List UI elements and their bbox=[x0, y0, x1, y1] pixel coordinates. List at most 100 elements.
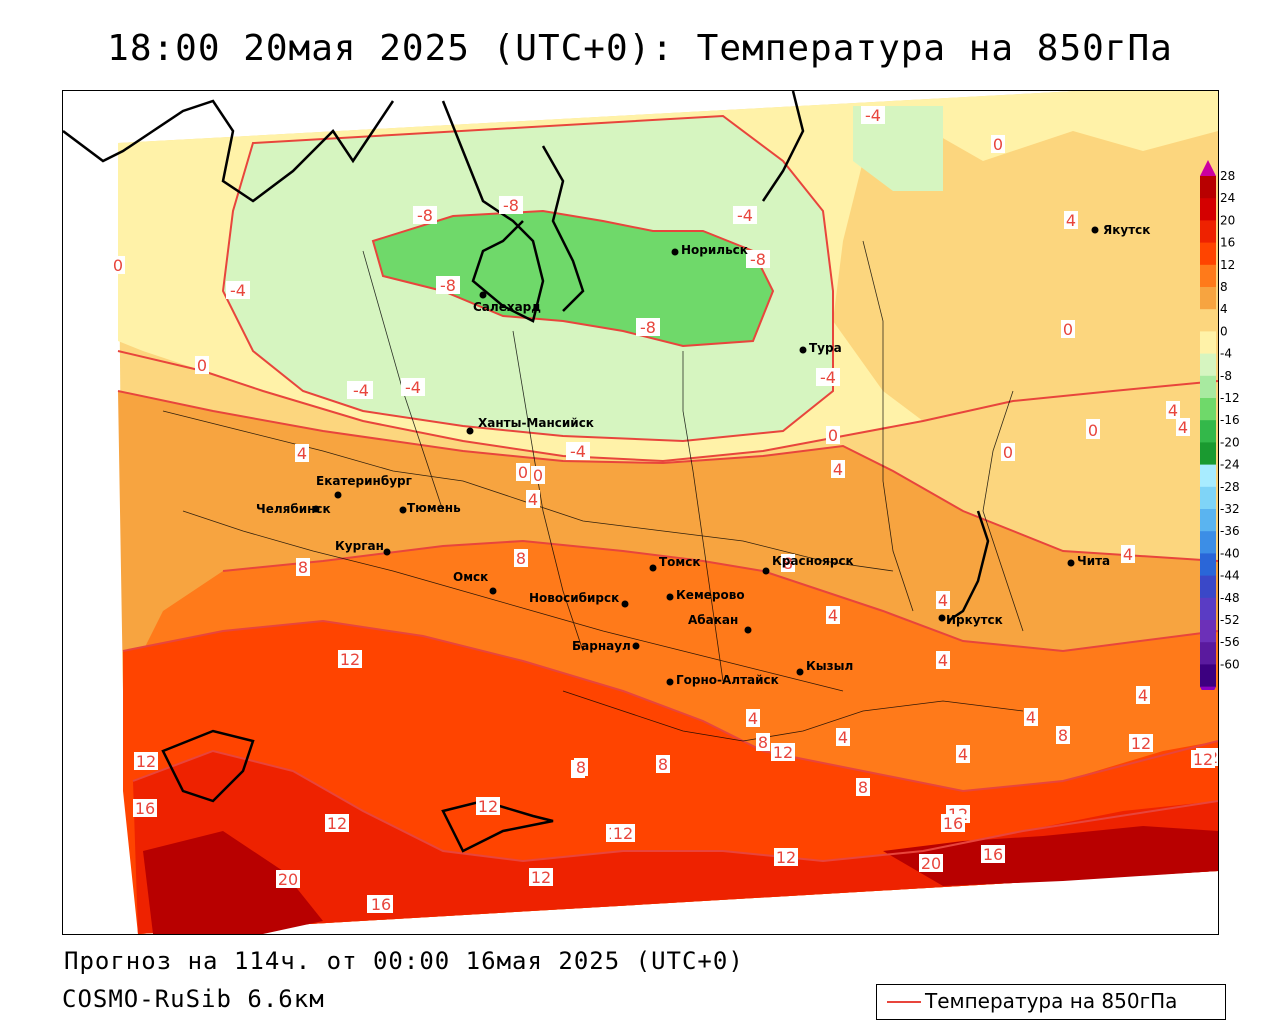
isotherm-label-box bbox=[1001, 443, 1015, 461]
colorbar-swatch bbox=[1200, 264, 1216, 288]
isotherm-label: 4 bbox=[1168, 401, 1178, 420]
isotherm-label-box bbox=[771, 743, 795, 761]
isotherm-label-box bbox=[1024, 708, 1038, 726]
colorbar-tick-label: 20 bbox=[1220, 213, 1235, 227]
city-marker bbox=[744, 626, 752, 634]
isotherm-label-box bbox=[566, 442, 590, 460]
isotherm-label-box bbox=[1061, 320, 1075, 338]
colorbar-swatch bbox=[1200, 575, 1216, 599]
city-marker bbox=[671, 248, 679, 256]
colorbar-swatch bbox=[1200, 220, 1216, 244]
colorbar-swatch bbox=[1200, 375, 1216, 399]
city-label: Салехард bbox=[473, 300, 541, 314]
isotherm-label-box bbox=[656, 755, 670, 773]
isotherm-label-box bbox=[1176, 418, 1190, 436]
isotherm-label-box bbox=[325, 814, 349, 832]
colorbar-swatch bbox=[1200, 198, 1216, 221]
isotherm-label-box bbox=[134, 752, 158, 770]
temperature-map[interactable]: -40-8-8-4-8-4-8-80-440400-4-4-4004484884… bbox=[62, 90, 1219, 935]
colorbar-swatch bbox=[1200, 420, 1216, 443]
isotherm-label: 12 bbox=[1193, 750, 1213, 769]
colorbar-swatch bbox=[1200, 398, 1216, 421]
isotherm-label-box bbox=[936, 651, 950, 669]
isotherm-label: 4 bbox=[528, 490, 538, 509]
colorbar-swatch bbox=[1200, 242, 1216, 266]
isotherm-label-box bbox=[195, 356, 209, 374]
city-label: Иркутск bbox=[946, 613, 1003, 627]
isotherm-label-box bbox=[276, 870, 300, 888]
city-marker bbox=[621, 600, 629, 608]
colorbar-swatch bbox=[1200, 464, 1216, 488]
forecast-info: Прогноз на 114ч. от 00:00 16мая 2025 (UT… bbox=[64, 947, 744, 975]
isotherm-label-box bbox=[1129, 734, 1153, 752]
city-label: Норильск bbox=[681, 243, 748, 257]
cool-zone-minus8 bbox=[373, 211, 773, 346]
isotherm-label-box bbox=[1086, 421, 1100, 439]
isotherm-label: -4 bbox=[570, 442, 586, 461]
city-label: Омск bbox=[453, 570, 488, 584]
city-label: Челябинск bbox=[256, 502, 331, 516]
isotherm-label: 16 bbox=[371, 895, 391, 914]
isotherm-label: 4 bbox=[748, 709, 758, 728]
isotherm-label-box bbox=[514, 549, 528, 567]
isotherm-label-box bbox=[991, 135, 1005, 153]
colorbar-tick-label: -56 bbox=[1220, 635, 1240, 649]
colorbar-tick-label: -4 bbox=[1220, 347, 1232, 361]
isotherm-label-box bbox=[1056, 726, 1070, 744]
city-label: Ханты-Мансийск bbox=[478, 416, 594, 430]
isotherm-label-box bbox=[956, 745, 970, 763]
colorbar-swatch bbox=[1200, 553, 1216, 577]
city-markers: Якутск Норильск Салехард Тура Ханты-Мансийск… bbox=[256, 223, 1150, 687]
isotherm-label-box bbox=[1064, 211, 1078, 229]
colorbar-tick-label: -20 bbox=[1220, 435, 1240, 449]
city-marker bbox=[649, 564, 657, 572]
colorbar-swatch bbox=[1200, 642, 1216, 665]
isotherm-label: 16 bbox=[943, 814, 963, 833]
isotherm-label: 12 bbox=[327, 814, 347, 833]
isotherm-label-box bbox=[574, 758, 588, 776]
isotherm-label: 4 bbox=[1178, 418, 1188, 437]
isotherm-label-box bbox=[226, 281, 250, 299]
colorbar-swatch bbox=[1200, 664, 1216, 688]
isotherm-label: -8 bbox=[417, 206, 433, 225]
isotherm-label: 0 bbox=[533, 466, 543, 485]
cool-zone-minus4-east bbox=[853, 106, 943, 191]
isotherm-label: 0 bbox=[1003, 443, 1013, 462]
colorbar-tick-label: -52 bbox=[1220, 613, 1240, 627]
city-label: Кемерово bbox=[676, 588, 745, 602]
colorbar-tick-label: -24 bbox=[1220, 458, 1240, 472]
city-marker bbox=[466, 427, 474, 435]
isotherm-label-box bbox=[636, 318, 660, 336]
city-label: Красноярск bbox=[772, 554, 854, 568]
warm-zone-20-east bbox=[883, 826, 1218, 886]
city-marker bbox=[762, 567, 770, 575]
city-label: Екатеринбург bbox=[316, 474, 412, 488]
isotherm-label: 0 bbox=[993, 135, 1003, 154]
city-marker bbox=[1091, 226, 1099, 234]
colorbar-tick-label: -44 bbox=[1220, 569, 1240, 583]
isotherm-label: 8 bbox=[783, 554, 793, 573]
colorbar-swatch bbox=[1200, 597, 1216, 621]
isotherm-label-box bbox=[349, 381, 373, 399]
colorbar-swatch bbox=[1200, 442, 1216, 466]
isotherm-label: 12 bbox=[340, 650, 360, 669]
city-marker bbox=[799, 346, 807, 354]
isotherm-label: 4 bbox=[1026, 708, 1036, 727]
isotherm-label: 4 bbox=[1123, 545, 1133, 564]
city-label: Тюмень bbox=[407, 501, 461, 515]
city-marker bbox=[938, 614, 946, 622]
isotherm-label: -4 bbox=[230, 281, 246, 300]
colorbar-tick-label: 8 bbox=[1220, 280, 1228, 294]
isotherm-label: 4 bbox=[838, 728, 848, 747]
city-label: Якутск bbox=[1103, 223, 1150, 237]
isotherm-label: 12 bbox=[136, 752, 156, 771]
city-label: Томск bbox=[659, 555, 701, 569]
colorbar-swatch bbox=[1200, 353, 1216, 377]
isotherm-label: -8 bbox=[440, 276, 456, 295]
isotherm-label: 12 bbox=[613, 824, 633, 843]
isotherm-label-box bbox=[856, 778, 870, 796]
city-label: Новосибирск bbox=[529, 591, 619, 605]
legend: Температура на 850гПа bbox=[876, 984, 1226, 1020]
isotherm-label-box bbox=[476, 797, 500, 815]
city-label: Курган bbox=[335, 539, 384, 553]
